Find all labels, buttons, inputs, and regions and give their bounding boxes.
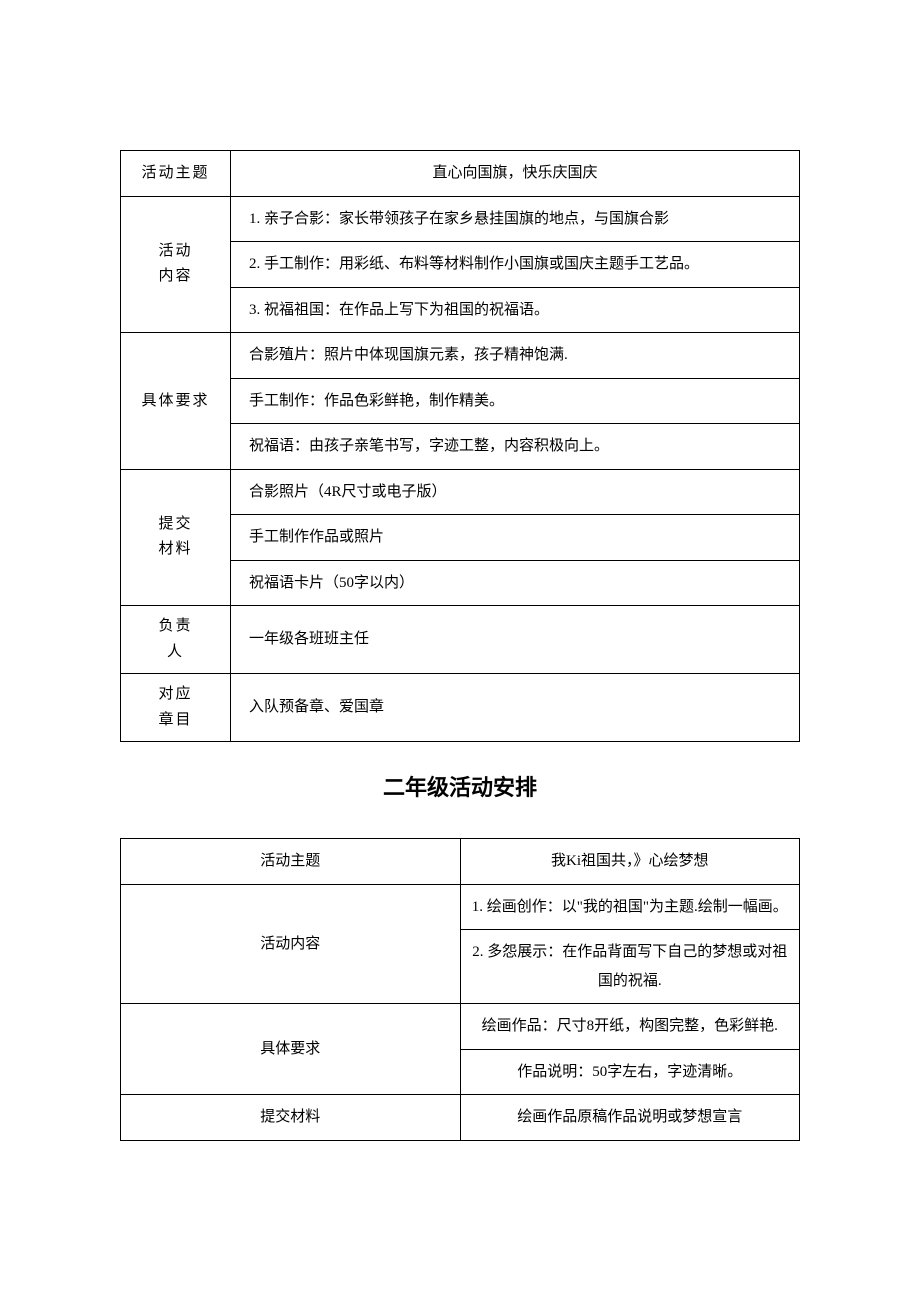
label-line2: 人 [167,644,184,660]
submit-item: 手工制作作品或照片 [231,515,799,561]
req-item: 合影殖片：照片中体现国旗元素，孩子精神饱满. [231,333,799,378]
req-subtable: 合影殖片：照片中体现国旗元素，孩子精神饱满. 手工制作：作品色彩鲜艳，制作精美。… [231,333,799,469]
content-subtable: 1. 亲子合影：家长带领孩子在家乡悬挂国旗的地点，与国旗合影 2. 手工制作：用… [231,197,799,333]
grade2-heading: 二年级活动安排 [120,770,800,802]
submit-item: 合影照片（4R尺寸或电子版） [231,470,799,515]
table-row: 负责 人 一年级各班班主任 [121,606,800,674]
submit-label: 提交 材料 [121,469,231,606]
badge-value: 入队预备章、爱国章 [231,674,800,742]
req-item: 祝福语：由孩子亲笔书写，字迹工整，内容积极向上。 [231,424,799,469]
submit-cell: 合影照片（4R尺寸或电子版） 手工制作作品或照片 祝福语卡片（50字以内） [231,469,800,606]
table-row: 活动主题 直心向国旗，快乐庆国庆 [121,151,800,197]
label-line2: 材料 [158,541,192,557]
table-row: 提交材料 绘画作品原稿作品说明或梦想宣言 [121,1095,800,1141]
table-row: 提交 材料 合影照片（4R尺寸或电子版） 手工制作作品或照片 祝福语卡片（50字… [121,469,800,606]
req-label: 具体要求 [121,1004,461,1095]
submit-item: 祝福语卡片（50字以内） [231,560,799,605]
content-label: 活动 内容 [121,196,231,333]
req-cell: 合影殖片：照片中体现国旗元素，孩子精神饱满. 手工制作：作品色彩鲜艳，制作精美。… [231,333,800,470]
grade2-table: 活动主题 我Ki祖国共，》心绘梦想 活动内容 1. 绘画创作：以"我的祖国"为主… [120,838,800,1141]
req-subtable: 绘画作品：尺寸8开纸，构图完整，色彩鲜艳. 作品说明：50字左右，字迹清晰。 [461,1004,800,1094]
table-row: 具体要求 合影殖片：照片中体现国旗元素，孩子精神饱满. 手工制作：作品色彩鲜艳，… [121,333,800,470]
label-line1: 对应 [158,686,192,702]
req-item: 手工制作：作品色彩鲜艳，制作精美。 [231,378,799,424]
req-label: 具体要求 [121,333,231,470]
label-line1: 提交 [158,516,192,532]
badge-label: 对应 章目 [121,674,231,742]
content-item: 3. 祝福祖国：在作品上写下为祖国的祝福语。 [231,287,799,332]
content-label: 活动内容 [121,884,461,1004]
owner-value: 一年级各班班主任 [231,606,800,674]
grade1-table: 活动主题 直心向国旗，快乐庆国庆 活动 内容 1. 亲子合影：家长带领孩子在家乡… [120,150,800,742]
content-item: 2. 多怨展示：在作品背面写下自己的梦想或对祖国的祝福. [461,930,800,1004]
theme-value: 我Ki祖国共，》心绘梦想 [460,839,800,885]
submit-subtable: 合影照片（4R尺寸或电子版） 手工制作作品或照片 祝福语卡片（50字以内） [231,470,799,606]
table-row: 活动内容 1. 绘画创作：以"我的祖国"为主题.绘制一幅画。 2. 多怨展示：在… [121,884,800,1004]
content-item: 1. 亲子合影：家长带领孩子在家乡悬挂国旗的地点，与国旗合影 [231,197,799,242]
theme-label: 活动主题 [121,839,461,885]
content-item: 2. 手工制作：用彩纸、布料等材料制作小国旗或国庆主题手工艺品。 [231,242,799,288]
label-line1: 负责 [158,618,192,634]
label-line1: 活动 [158,243,192,259]
label-line2: 内容 [158,268,192,284]
submit-label: 提交材料 [121,1095,461,1141]
table-row: 活动 内容 1. 亲子合影：家长带领孩子在家乡悬挂国旗的地点，与国旗合影 2. … [121,196,800,333]
content-cell: 1. 绘画创作：以"我的祖国"为主题.绘制一幅画。 2. 多怨展示：在作品背面写… [460,884,800,1004]
theme-value: 直心向国旗，快乐庆国庆 [231,151,800,197]
owner-label: 负责 人 [121,606,231,674]
req-item: 作品说明：50字左右，字迹清晰。 [461,1049,800,1094]
label-line2: 章目 [158,712,192,728]
content-subtable: 1. 绘画创作：以"我的祖国"为主题.绘制一幅画。 2. 多怨展示：在作品背面写… [461,885,800,1004]
content-cell: 1. 亲子合影：家长带领孩子在家乡悬挂国旗的地点，与国旗合影 2. 手工制作：用… [231,196,800,333]
submit-value: 绘画作品原稿作品说明或梦想宣言 [460,1095,800,1141]
theme-label: 活动主题 [121,151,231,197]
req-cell: 绘画作品：尺寸8开纸，构图完整，色彩鲜艳. 作品说明：50字左右，字迹清晰。 [460,1004,800,1095]
content-item: 1. 绘画创作：以"我的祖国"为主题.绘制一幅画。 [461,885,800,930]
table-row: 活动主题 我Ki祖国共，》心绘梦想 [121,839,800,885]
table-row: 具体要求 绘画作品：尺寸8开纸，构图完整，色彩鲜艳. 作品说明：50字左右，字迹… [121,1004,800,1095]
table-row: 对应 章目 入队预备章、爱国章 [121,674,800,742]
req-item: 绘画作品：尺寸8开纸，构图完整，色彩鲜艳. [461,1004,800,1049]
